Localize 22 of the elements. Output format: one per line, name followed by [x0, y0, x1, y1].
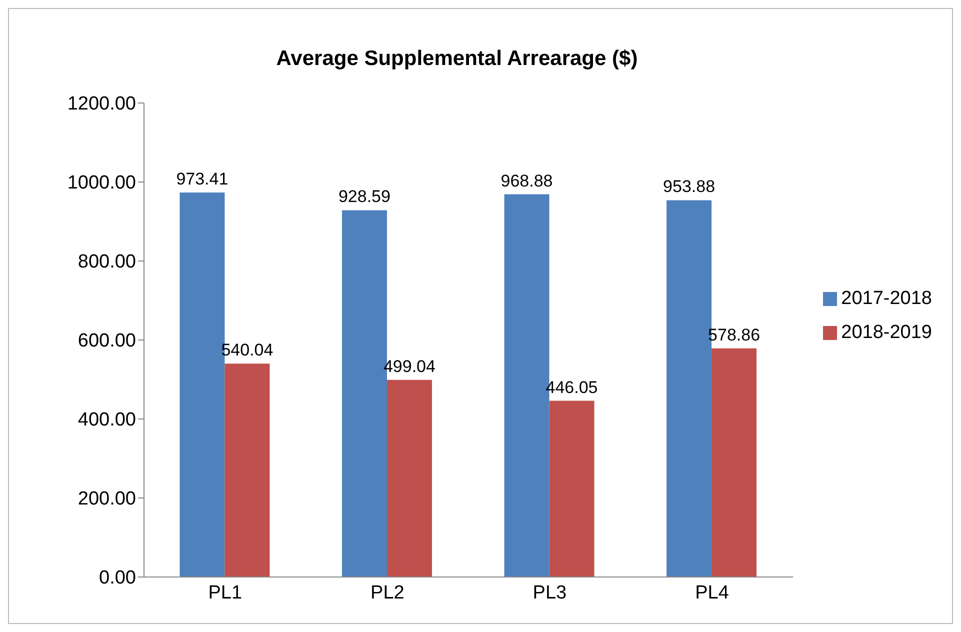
- legend-label: 2018-2019: [841, 322, 932, 343]
- y-tick-label: 400.00: [78, 410, 136, 431]
- data-label: 968.88: [500, 171, 553, 190]
- y-tick-label: 1000.00: [67, 172, 136, 194]
- y-tick-label: 1200.00: [67, 94, 136, 115]
- x-tick-label: PL3: [532, 582, 567, 604]
- y-tick-label: 800.00: [78, 252, 136, 273]
- x-tick-label: PL1: [208, 582, 242, 604]
- x-tick-label: PL2: [370, 582, 404, 604]
- y-tick-label: 600.00: [78, 330, 136, 352]
- bar: [549, 400, 594, 577]
- legend-label: 2017-2018: [841, 288, 932, 309]
- data-label: 928.59: [338, 187, 390, 206]
- y-tick-label: 0.00: [99, 568, 136, 589]
- y-tick-label: 200.00: [78, 488, 136, 510]
- data-label: 953.88: [663, 177, 716, 196]
- x-tick-label: PL4: [695, 582, 730, 604]
- data-label: 973.41: [176, 170, 228, 189]
- bar: [224, 364, 270, 577]
- bar: [386, 380, 432, 577]
- chart-title: Average Supplemental Arrearage ($): [275, 47, 639, 71]
- bar: [712, 348, 757, 577]
